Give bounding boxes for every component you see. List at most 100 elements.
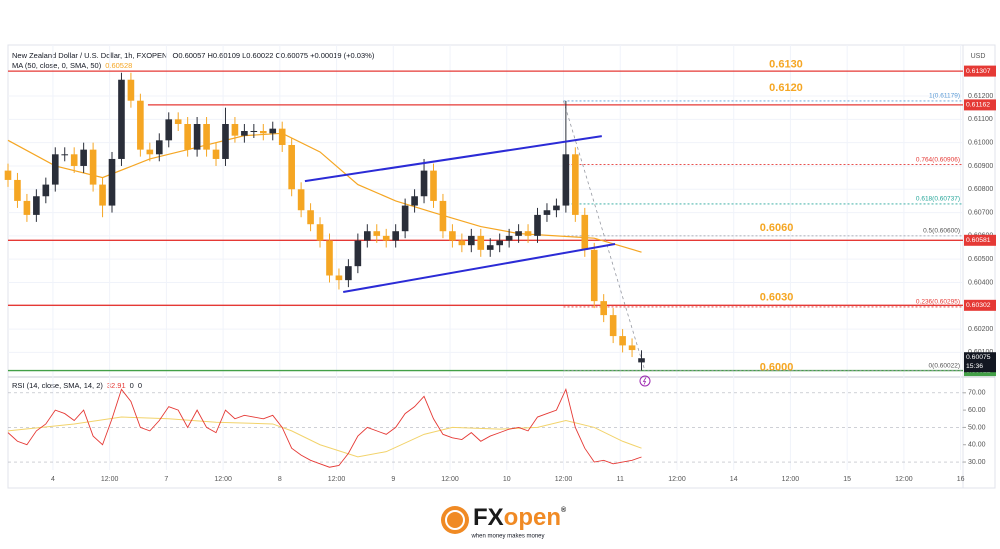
candle-body [99, 184, 106, 206]
candle-body [146, 149, 154, 155]
candle-body [619, 336, 626, 346]
x-tick-label: 15 [843, 476, 851, 483]
candle-body [534, 214, 541, 236]
rsi-extra: 0 [138, 381, 142, 390]
candle-body [392, 231, 399, 241]
y-tick-label: 0.61100 [968, 116, 993, 123]
candle-body [382, 235, 390, 241]
candle-body [363, 231, 371, 241]
rsi-header: RSI (14, close, SMA, 14, 2) 32.91 0 0 [12, 381, 142, 390]
currency: USD [971, 53, 986, 60]
candle-body [203, 124, 210, 150]
ma-last: 0.60528 [105, 61, 132, 70]
level-annotation: 0.6060 [760, 222, 794, 234]
rsi-extra: 0 [130, 381, 134, 390]
rsi-last: 32.91 [107, 381, 126, 390]
candle-body [155, 140, 163, 155]
channel-line [304, 135, 602, 183]
y-tick-label: 0.61000 [968, 139, 993, 146]
level-annotation: 0.6000 [760, 362, 794, 374]
candle-body [572, 154, 579, 215]
x-tick-label: 12:00 [101, 476, 119, 483]
x-tick-label: 8 [278, 476, 282, 483]
candle-body [278, 128, 286, 145]
candle-body [137, 100, 144, 150]
x-tick-label: 12:00 [441, 476, 459, 483]
fib-label: 0.618(0.60737) [916, 196, 960, 203]
candle-body [165, 119, 173, 141]
y-tick-label: 0.60400 [968, 279, 993, 286]
candle-body [439, 200, 447, 232]
x-tick-label: 10 [503, 476, 511, 483]
level-label-box [964, 99, 996, 111]
symbol-title: New Zealand Dollar / U.S. Dollar, 1h, FX… [12, 51, 167, 60]
x-tick-label: 4 [51, 476, 55, 483]
candle-body [420, 170, 428, 197]
fib-label: 1(0.61179) [929, 93, 960, 100]
rsi-sma [7, 416, 642, 458]
candle-body [468, 235, 475, 246]
fib-label: 0(0.60022) [929, 362, 960, 369]
level-label: 0.60302 [966, 302, 991, 309]
candle-body [411, 196, 418, 206]
candle-body [89, 149, 97, 185]
fib-trend [563, 100, 646, 371]
level-label-box [964, 299, 996, 311]
candle-body [638, 358, 645, 363]
ma-header: MA (50, close, 0, SMA, 50) 0.60528 [12, 61, 132, 70]
countdown: 15:36 [966, 363, 983, 370]
event-icon[interactable] [639, 375, 651, 387]
rsi-name: RSI (14, close, SMA, 14, 2) [12, 381, 103, 390]
fib-label: 0.764(0.60906) [916, 156, 960, 163]
candle-body [14, 179, 21, 201]
candle-body [250, 130, 258, 132]
logo-text: FXopen® [473, 504, 567, 531]
x-tick-label: 12:00 [328, 476, 346, 483]
candle-body [326, 240, 333, 276]
candle-body [354, 240, 362, 267]
x-tick-label: 12:00 [895, 476, 913, 483]
candle-body [297, 189, 305, 211]
y-tick-label: 0.60500 [968, 256, 993, 263]
candle-body [269, 128, 277, 134]
candle-body [430, 170, 437, 201]
level-label-box [964, 234, 996, 246]
candle-body [524, 231, 532, 236]
level-label: 0.61307 [966, 68, 991, 75]
x-tick-label: 11 [617, 476, 624, 483]
candle-body [231, 124, 239, 136]
logo-open: open [504, 504, 561, 531]
candle-body [515, 231, 522, 236]
candle-body [288, 144, 295, 190]
y-tick-label: 0.60800 [968, 186, 993, 193]
candle-body [345, 266, 352, 281]
candle-body [477, 235, 485, 250]
candle-body [23, 200, 31, 215]
candle-body [486, 245, 494, 250]
x-tick-label: 12:00 [214, 476, 232, 483]
candle-body [174, 119, 182, 125]
level-label: 0.61162 [966, 102, 990, 109]
candle-body [33, 196, 40, 215]
candle-body [193, 124, 201, 150]
logo-tagline: when money makes money [470, 534, 544, 540]
logo-icon-inner [445, 510, 465, 530]
y-tick-label: 0.60700 [968, 209, 993, 216]
event-icon-bolt [642, 377, 647, 385]
rsi-tick-label: 70.00 [968, 390, 986, 397]
candle-body [241, 130, 248, 136]
level-label: 0.60581 [966, 237, 991, 244]
x-tick-label: 7 [164, 476, 168, 483]
x-tick-label: 12:00 [555, 476, 573, 483]
logo-mark: ® [561, 506, 567, 514]
rsi-line [7, 387, 642, 468]
candle-body [543, 210, 551, 215]
x-tick-label: 16 [957, 476, 965, 483]
logo-fx: FX [473, 504, 504, 531]
candle-body [307, 210, 314, 225]
candle-body [61, 154, 69, 156]
candle-body [222, 124, 229, 159]
candle-body [553, 205, 560, 211]
y-tick-label: 0.60900 [968, 163, 993, 170]
